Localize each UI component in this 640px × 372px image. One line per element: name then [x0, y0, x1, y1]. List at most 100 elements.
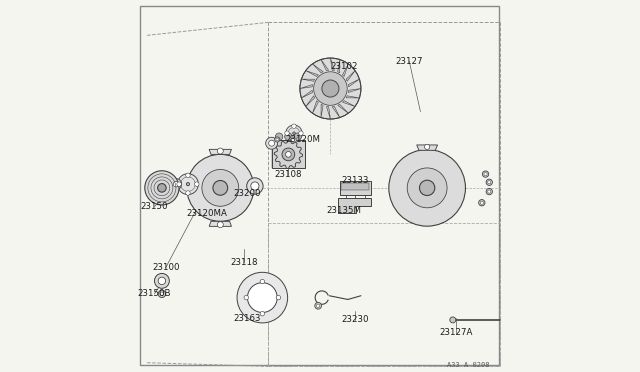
Circle shape — [154, 273, 170, 288]
Circle shape — [260, 311, 264, 316]
Text: 23118: 23118 — [230, 258, 257, 267]
Polygon shape — [321, 104, 323, 118]
Circle shape — [170, 179, 182, 190]
Circle shape — [195, 182, 199, 186]
Text: 23100: 23100 — [152, 263, 179, 272]
Polygon shape — [338, 104, 348, 113]
Text: A33 A 0208: A33 A 0208 — [447, 362, 489, 368]
Circle shape — [479, 199, 485, 206]
Text: 23150: 23150 — [141, 202, 168, 211]
Polygon shape — [312, 64, 323, 73]
Polygon shape — [346, 96, 360, 98]
Circle shape — [218, 222, 223, 228]
Circle shape — [276, 295, 281, 300]
Circle shape — [299, 131, 303, 135]
Circle shape — [158, 290, 166, 298]
Text: 23102: 23102 — [330, 62, 358, 71]
Circle shape — [186, 173, 190, 177]
Polygon shape — [306, 71, 318, 76]
Text: 23150B: 23150B — [138, 289, 172, 298]
Circle shape — [269, 140, 275, 146]
Polygon shape — [417, 145, 438, 150]
Circle shape — [292, 124, 296, 128]
Circle shape — [246, 178, 263, 194]
Circle shape — [286, 125, 302, 141]
Text: 23133: 23133 — [342, 176, 369, 185]
Polygon shape — [348, 79, 360, 87]
Polygon shape — [342, 64, 348, 76]
Text: 23127A: 23127A — [439, 328, 472, 337]
Circle shape — [285, 131, 289, 135]
Circle shape — [266, 137, 278, 149]
Polygon shape — [330, 58, 335, 71]
Bar — [340, 181, 371, 195]
Polygon shape — [338, 198, 371, 213]
Circle shape — [322, 80, 339, 97]
Circle shape — [407, 168, 447, 208]
Text: 23120M: 23120M — [285, 135, 321, 144]
Circle shape — [275, 137, 280, 142]
Circle shape — [158, 277, 166, 285]
Circle shape — [251, 182, 259, 190]
Circle shape — [484, 173, 487, 176]
Circle shape — [483, 171, 489, 177]
Circle shape — [424, 144, 429, 150]
Polygon shape — [209, 221, 232, 226]
Circle shape — [218, 148, 223, 154]
Polygon shape — [301, 90, 312, 98]
Text: 23200: 23200 — [234, 189, 261, 198]
Circle shape — [316, 304, 320, 307]
Polygon shape — [312, 101, 318, 113]
Circle shape — [419, 180, 435, 196]
Polygon shape — [326, 106, 330, 119]
Polygon shape — [301, 79, 315, 81]
Text: 23108: 23108 — [275, 170, 302, 179]
Circle shape — [237, 272, 287, 323]
Polygon shape — [275, 140, 303, 169]
Text: 23127: 23127 — [396, 57, 423, 66]
Circle shape — [292, 132, 295, 134]
Circle shape — [186, 183, 189, 186]
Polygon shape — [300, 84, 312, 89]
Circle shape — [389, 150, 465, 226]
Circle shape — [213, 180, 228, 195]
Circle shape — [294, 133, 301, 140]
Circle shape — [486, 188, 492, 195]
Circle shape — [292, 138, 296, 142]
Polygon shape — [306, 96, 315, 106]
Text: 23230: 23230 — [342, 315, 369, 324]
Circle shape — [157, 184, 166, 192]
Circle shape — [314, 72, 347, 105]
Circle shape — [160, 292, 164, 296]
Circle shape — [173, 181, 179, 187]
Bar — [341, 183, 369, 190]
Circle shape — [187, 154, 254, 221]
Circle shape — [282, 148, 295, 161]
Circle shape — [177, 182, 181, 186]
Text: 23135M: 23135M — [326, 206, 362, 215]
Circle shape — [486, 179, 492, 185]
Circle shape — [260, 279, 264, 284]
Circle shape — [285, 133, 292, 140]
Polygon shape — [342, 101, 355, 106]
Circle shape — [450, 317, 456, 323]
Circle shape — [177, 174, 198, 195]
Text: 23120MA: 23120MA — [186, 209, 227, 218]
Circle shape — [285, 151, 291, 157]
Polygon shape — [338, 60, 340, 73]
Circle shape — [186, 191, 190, 195]
Circle shape — [145, 171, 179, 205]
Circle shape — [275, 133, 283, 140]
Circle shape — [488, 181, 491, 184]
Circle shape — [315, 302, 321, 309]
Circle shape — [202, 170, 239, 206]
Polygon shape — [332, 106, 340, 118]
Circle shape — [480, 201, 483, 204]
Text: 23163: 23163 — [234, 314, 261, 323]
Circle shape — [300, 58, 361, 119]
Polygon shape — [321, 60, 329, 71]
Bar — [271, 141, 305, 168]
Polygon shape — [346, 71, 355, 81]
Polygon shape — [209, 149, 232, 154]
Circle shape — [248, 283, 277, 312]
